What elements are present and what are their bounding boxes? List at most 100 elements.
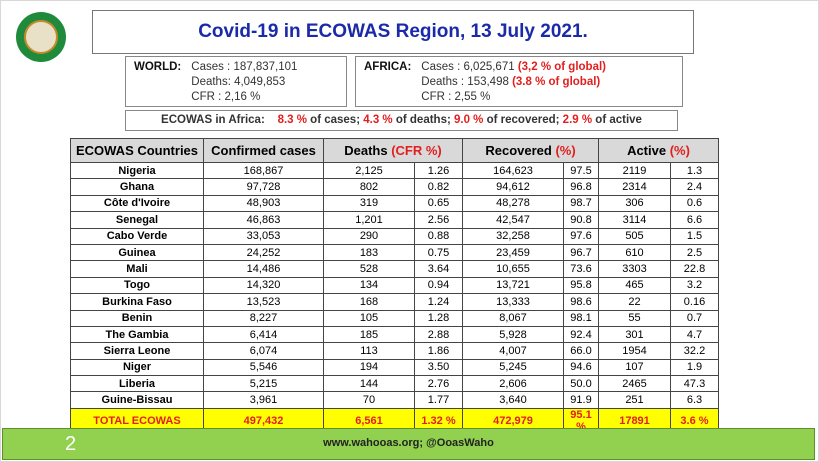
table-cell: 92.4 bbox=[563, 325, 599, 344]
world-cfr: CFR : 2,16 % bbox=[191, 91, 261, 103]
table-cell: 6,074 bbox=[203, 342, 324, 360]
header-active: Active (%) bbox=[598, 138, 719, 163]
africa-label: AFRICA: bbox=[364, 61, 412, 73]
table-cell: Cabo Verde bbox=[70, 227, 204, 245]
table-cell: 3.64 bbox=[414, 260, 463, 278]
table-row: Sierra Leone 6,074 113 1.86 4,007 66.0 1954 32.… bbox=[70, 342, 719, 360]
table-cell: 3,961 bbox=[203, 391, 324, 409]
table-cell: 2119 bbox=[598, 161, 671, 180]
table-cell: 13,333 bbox=[462, 293, 564, 311]
page-title: Covid-19 in ECOWAS Region, 13 July 2021. bbox=[92, 10, 694, 54]
table-cell: 8,067 bbox=[462, 309, 564, 327]
table-cell: 3303 bbox=[598, 260, 671, 278]
table-cell: 505 bbox=[598, 227, 671, 245]
table-cell: 22 bbox=[598, 293, 671, 311]
table-cell: 14,320 bbox=[203, 276, 324, 295]
table-row: Nigeria 168,867 2,125 1.26 164,623 97.5 2119 1.… bbox=[70, 161, 719, 180]
table-cell: Ghana bbox=[70, 178, 204, 196]
table-row: Liberia 5,215 144 2.76 2,606 50.0 2465 47.3 bbox=[70, 375, 719, 393]
table-cell: Guinea bbox=[70, 243, 204, 262]
table-cell: 13,721 bbox=[462, 276, 564, 295]
table-cell: 98.6 bbox=[563, 293, 599, 311]
table-cell: 33,053 bbox=[203, 227, 324, 245]
table-cell: 96.8 bbox=[563, 178, 599, 196]
table-cell: 0.16 bbox=[670, 293, 719, 311]
table-cell: Togo bbox=[70, 276, 204, 295]
table-cell: 48,278 bbox=[462, 194, 564, 213]
table-header: ECOWAS Countries Confirmed cases Deaths … bbox=[70, 138, 719, 163]
table-cell: 73.6 bbox=[563, 260, 599, 278]
table-cell: 183 bbox=[323, 243, 415, 262]
table-cell: Niger bbox=[70, 358, 204, 377]
table-cell: The Gambia bbox=[70, 325, 204, 344]
table-cell: 301 bbox=[598, 325, 671, 344]
table-cell: 251 bbox=[598, 391, 671, 409]
table-cell: 5,215 bbox=[203, 375, 324, 393]
africa-summary: AFRICA: Cases : 6,025,671 (3,2 % of glob… bbox=[355, 56, 683, 107]
table-cell: Mali bbox=[70, 260, 204, 278]
footer-bar: 2 www.wahooas.org; @OoasWaho bbox=[2, 428, 815, 460]
table-cell: 5,546 bbox=[203, 358, 324, 377]
africa-deaths: Deaths : 153,498 (3.8 % of global) bbox=[421, 76, 601, 88]
table-row: Guinea 24,252 183 0.75 23,459 96.7 610 2.5 bbox=[70, 243, 719, 262]
table-cell: 2.5 bbox=[670, 243, 719, 262]
table-cell: 1954 bbox=[598, 342, 671, 360]
table-cell: 528 bbox=[323, 260, 415, 278]
table-cell: 3,640 bbox=[462, 391, 564, 409]
table-cell: 5,928 bbox=[462, 325, 564, 344]
table-cell: 95.8 bbox=[563, 276, 599, 295]
table-cell: 105 bbox=[323, 309, 415, 327]
table-cell: 319 bbox=[323, 194, 415, 213]
header-recovered: Recovered (%) bbox=[462, 138, 599, 163]
table-cell: 3.2 bbox=[670, 276, 719, 295]
table-cell: 2314 bbox=[598, 178, 671, 196]
table-cell: 1.26 bbox=[414, 161, 463, 180]
table-cell: 97.5 bbox=[563, 161, 599, 180]
table-cell: 1.77 bbox=[414, 391, 463, 409]
table-cell: 50.0 bbox=[563, 375, 599, 393]
table-cell: 98.7 bbox=[563, 194, 599, 213]
header-country: ECOWAS Countries bbox=[70, 138, 204, 163]
table-cell: 113 bbox=[323, 342, 415, 360]
table-cell: 23,459 bbox=[462, 243, 564, 262]
table-cell: 98.1 bbox=[563, 309, 599, 327]
table-cell: 0.94 bbox=[414, 276, 463, 295]
table-cell: 2,606 bbox=[462, 375, 564, 393]
table-cell: 134 bbox=[323, 276, 415, 295]
table-cell: 168 bbox=[323, 293, 415, 311]
table-cell: 48,903 bbox=[203, 194, 324, 213]
table-cell: 94,612 bbox=[462, 178, 564, 196]
table-cell: 168,867 bbox=[203, 161, 324, 180]
table-cell: Nigeria bbox=[70, 161, 204, 180]
table-cell: 185 bbox=[323, 325, 415, 344]
table-cell: 22.8 bbox=[670, 260, 719, 278]
table-cell: 0.6 bbox=[670, 194, 719, 213]
table-cell: Senegal bbox=[70, 211, 204, 229]
world-cases: Cases : 187,837,101 bbox=[191, 61, 298, 73]
header-confirmed: Confirmed cases bbox=[203, 138, 324, 163]
page-number: 2 bbox=[65, 433, 77, 455]
table-cell: Sierra Leone bbox=[70, 342, 204, 360]
table-row: The Gambia 6,414 185 2.88 5,928 92.4 301 4.7 bbox=[70, 325, 719, 344]
table-cell: 46,863 bbox=[203, 211, 324, 229]
ecowas-logo bbox=[16, 12, 66, 62]
table-cell: 1.28 bbox=[414, 309, 463, 327]
footer-links[interactable]: www.wahooas.org; @OoasWaho bbox=[323, 437, 494, 449]
table-cell: 144 bbox=[323, 375, 415, 393]
table-cell: 66.0 bbox=[563, 342, 599, 360]
table-cell: Benin bbox=[70, 309, 204, 327]
table-cell: Burkina Faso bbox=[70, 293, 204, 311]
table-cell: 94.6 bbox=[563, 358, 599, 377]
table-cell: 6.6 bbox=[670, 211, 719, 229]
table-row: Burkina Faso 13,523 168 1.24 13,333 98.6 22 0.1… bbox=[70, 293, 719, 311]
table-cell: 55 bbox=[598, 309, 671, 327]
table-cell: 32.2 bbox=[670, 342, 719, 360]
table-row: Niger 5,546 194 3.50 5,245 94.6 107 1.9 bbox=[70, 358, 719, 377]
table-cell: 2465 bbox=[598, 375, 671, 393]
table-row: Guine-Bissau 3,961 70 1.77 3,640 91.9 251 6.3 bbox=[70, 391, 719, 409]
table-cell: Guine-Bissau bbox=[70, 391, 204, 409]
table-cell: 1.86 bbox=[414, 342, 463, 360]
table-cell: 6,414 bbox=[203, 325, 324, 344]
table-row: Mali 14,486 528 3.64 10,655 73.6 3303 22.8 bbox=[70, 260, 719, 278]
table-cell: 42,547 bbox=[462, 211, 564, 229]
